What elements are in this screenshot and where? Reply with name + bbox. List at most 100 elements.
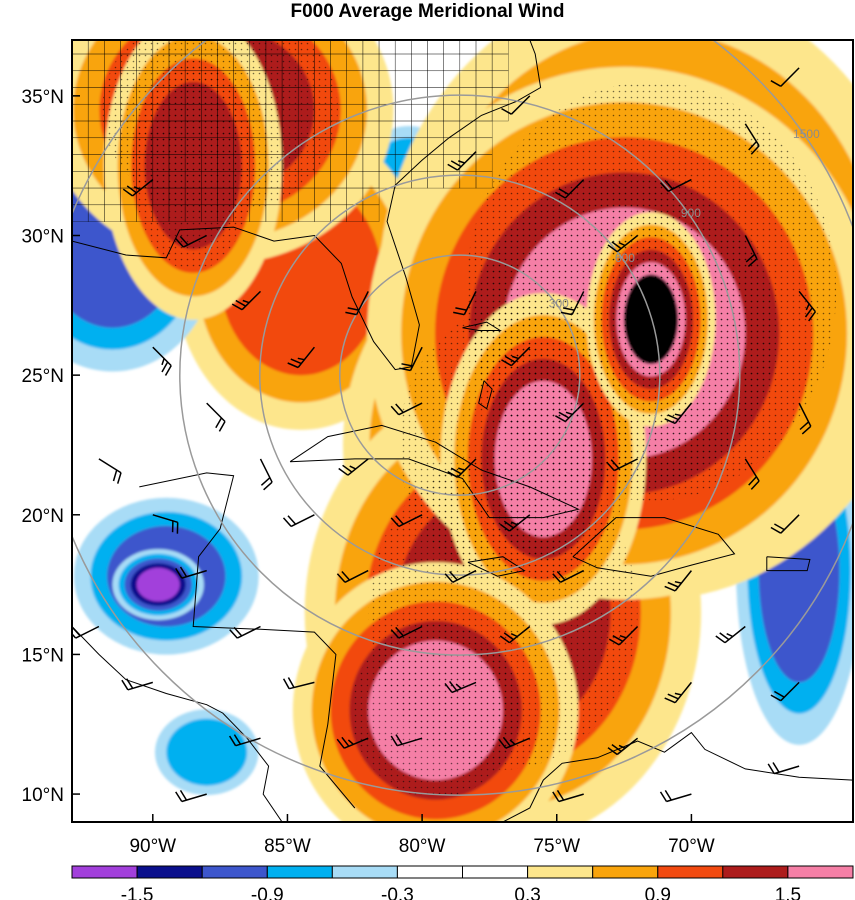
wind-barb-flag	[562, 307, 575, 311]
wind-barb-flag	[659, 791, 668, 802]
wind-barb-flag	[660, 182, 669, 192]
wind-barb-flag	[72, 626, 81, 637]
wind-barb-flag	[133, 186, 141, 191]
wind-barb-flag	[770, 80, 782, 87]
wind-barbs	[72, 67, 817, 803]
range-ring-label-2: 900	[681, 206, 701, 220]
wind-barb	[228, 734, 261, 747]
lat-tick-label: 25°N	[22, 366, 64, 387]
coastline-0	[72, 40, 542, 371]
wind-barb-flag	[395, 403, 404, 413]
wind-barb	[336, 736, 369, 749]
wind-barb-flag	[503, 520, 514, 529]
wind-barb	[175, 566, 207, 579]
lat-tick-label: 20°N	[22, 506, 64, 527]
coastline-5	[139, 472, 356, 809]
wind-barb-flag	[770, 526, 782, 534]
wind-barb-flag	[801, 425, 812, 435]
wind-barb	[606, 458, 638, 472]
wind-barb-flag	[498, 738, 507, 749]
wind-barb-flag	[122, 188, 133, 197]
wind-barb-flag	[233, 626, 243, 637]
wind-barb-flag	[726, 633, 734, 638]
wind-barb	[770, 514, 800, 534]
wind-barb-flag	[774, 690, 785, 698]
wind-barb-flag	[565, 411, 573, 416]
wind-barb-flag	[390, 629, 400, 639]
wind-barb-flag	[501, 359, 512, 367]
wind-barb-flag	[719, 632, 730, 641]
wind-barb-flag	[116, 472, 122, 484]
wind-barb	[231, 290, 262, 311]
colorbar-label: -0.3	[381, 885, 414, 900]
wind-barb	[453, 291, 477, 316]
wind-barb	[259, 458, 273, 491]
wind-barb-flag	[399, 367, 411, 372]
wind-barb	[175, 790, 207, 803]
coastline-4	[766, 556, 811, 572]
colorbar-bin	[71, 865, 138, 879]
wind-barb-flag	[748, 476, 757, 486]
wind-barb-flag	[552, 791, 560, 802]
wind-barb-flag	[282, 678, 290, 690]
wind-barb-flag	[664, 697, 676, 704]
wind-barb-flag	[390, 735, 398, 747]
wind-barb-flag	[667, 414, 679, 421]
wind-barb-flag	[444, 573, 454, 583]
colorbar-bin	[266, 865, 333, 879]
wind-barb-flag	[804, 307, 813, 318]
wind-barb-flag	[667, 581, 679, 588]
wind-barb	[447, 458, 477, 478]
wind-barb	[229, 625, 261, 639]
wind-barb-flag	[509, 739, 516, 745]
wind-barb-flag	[345, 311, 357, 316]
wind-barb-flag	[612, 635, 624, 642]
significance-stippling	[102, 40, 837, 798]
wind-barb-flag	[175, 568, 183, 579]
wind-barb-flag	[395, 734, 403, 745]
wind-barb-flag	[179, 790, 188, 801]
wind-barb-flag	[552, 573, 561, 583]
wind-barb	[555, 179, 585, 199]
stipple-area-6	[351, 623, 520, 798]
wind-barb-flag	[715, 635, 726, 644]
wind-barb	[798, 290, 817, 322]
wind-barb-flag	[510, 521, 518, 526]
wind-barb-flag	[499, 523, 510, 532]
colorbar: -1.5 -0.9 -0.3 0.3 0.9 1.5	[71, 865, 854, 900]
colorbar-label: 1.5	[775, 885, 801, 900]
wind-barb-flag	[341, 736, 350, 747]
wind-barb-flag	[664, 585, 676, 592]
colorbar-bin	[592, 865, 659, 879]
wind-barb-flag	[556, 790, 565, 801]
wind-barb-flag	[453, 311, 465, 316]
wind-barb	[390, 734, 423, 747]
wind-barb	[282, 514, 315, 528]
map-title: F000 Average Meridional Wind	[290, 1, 565, 22]
wind-barb	[715, 625, 746, 644]
wind-barb-flag	[390, 405, 400, 416]
wind-barb-flag	[674, 413, 682, 417]
coastline-1	[289, 424, 580, 519]
wind-barb	[206, 402, 226, 432]
wind-barb-flag	[808, 311, 817, 322]
wind-barb	[659, 790, 692, 803]
wind-barb-flag	[161, 358, 165, 366]
wind-barb-flag	[179, 566, 188, 578]
wind-barb-flag	[297, 357, 305, 361]
wind-barb-flag	[447, 471, 458, 478]
wind-barb-flag	[338, 467, 349, 476]
colorbar-bin	[657, 865, 724, 879]
wind-barb	[345, 291, 369, 316]
wind-barb-flag	[608, 638, 620, 646]
wind-barb	[152, 514, 179, 534]
wind-barb-flag	[260, 477, 271, 486]
wind-barb-flag	[287, 362, 299, 369]
wind-barb-flag	[745, 253, 756, 263]
wind-barb-flag	[229, 629, 238, 639]
wind-barb-flag	[558, 188, 570, 196]
wind-barb-flag	[606, 461, 615, 472]
wind-barb-flag	[233, 734, 242, 745]
lon-tick-label: 80°W	[399, 836, 446, 857]
wind-barb-flag	[449, 571, 458, 581]
